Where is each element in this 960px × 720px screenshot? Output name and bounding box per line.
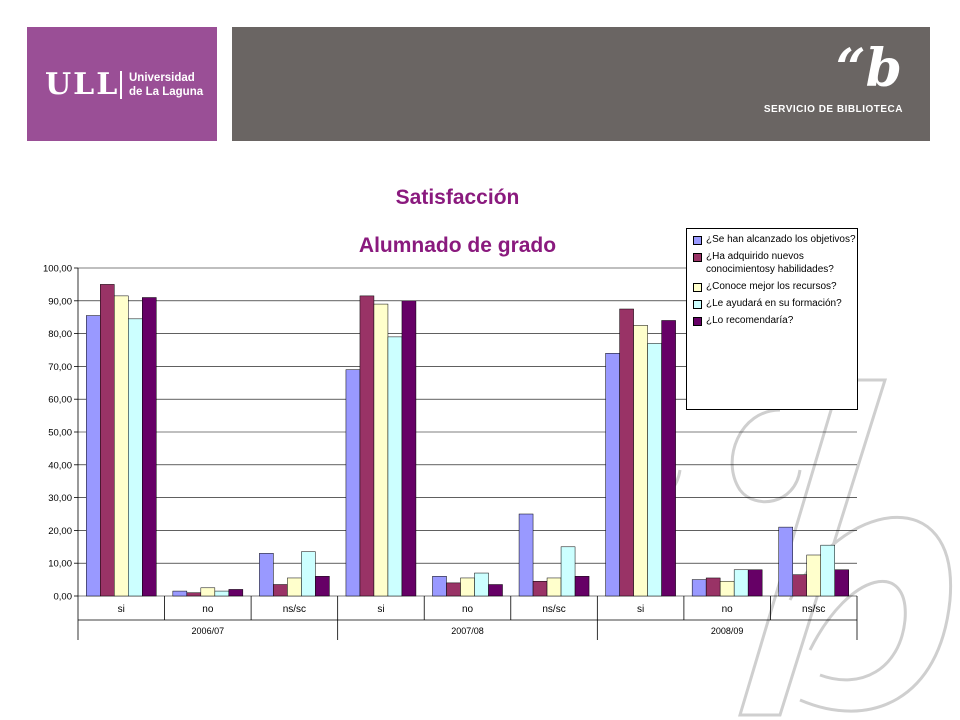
bar [460,577,475,597]
bar [661,320,676,597]
legend-swatch [693,300,702,309]
library-name: SERVICIO DE BIBLIOTECA [763,104,903,115]
y-tick-label: 50,00 [48,428,72,439]
bar [705,577,721,597]
bar [345,369,361,597]
bar [518,513,534,597]
bar [560,546,576,597]
legend-label: ¿Lo recomendaría? [706,315,794,326]
university-name: Universidad de La Laguna [129,71,203,99]
x-tick-label: no [462,604,474,615]
university-name-line2: de La Laguna [129,86,204,98]
bar [228,589,244,597]
y-tick-label: 10,00 [48,559,72,570]
bar [747,569,763,597]
legend-swatch [693,317,702,326]
bar [86,315,101,597]
bar [186,592,202,597]
bar [387,336,403,597]
chart-subtitle: Alumnado de grado [358,234,557,257]
legend-swatch [693,283,702,292]
bar [806,554,821,597]
y-tick-label: 0,00 [54,592,73,603]
x-tick-label: si [637,604,644,615]
legend-swatch [693,236,702,245]
x-tick-label: no [722,604,734,615]
bar [619,308,634,597]
logo-separator [120,71,122,99]
bar [633,325,648,597]
y-tick-label: 30,00 [48,493,72,504]
bar [301,551,316,597]
group-label: 2008/09 [711,626,744,636]
bar [432,576,447,597]
university-name-line1: Universidad [129,72,195,84]
x-tick-label: ns/sc [542,604,565,615]
bar [792,574,807,597]
legend-label: ¿Ha adquirido nuevos conocimientosy habi… [706,251,834,275]
bar [200,587,216,597]
bar [574,576,590,597]
bar [474,572,489,597]
bar [446,582,461,597]
bar [532,580,548,597]
x-tick-label: si [118,604,125,615]
bar [100,284,115,597]
y-tick-label: 60,00 [48,395,72,406]
legend-label: ¿Le ayudará en su formación? [706,298,842,309]
bar [691,579,707,597]
chart-title: Satisfacción [395,186,520,209]
x-tick-label: si [377,604,384,615]
legend-label: ¿Conoce mejor los recursos? [706,281,837,292]
library-logo-mark: “b [835,38,902,99]
bar [287,577,302,597]
y-tick-label: 100,00 [43,264,72,275]
legend-swatch [693,253,702,262]
group-label: 2006/07 [192,626,225,636]
bar [401,300,417,597]
legend-item: ¿Se han alcanzado los objetivos? [693,233,857,246]
bar [142,297,157,597]
bar [172,590,188,597]
legend-item: ¿Conoce mejor los recursos? [693,280,857,293]
bar [834,569,849,597]
bar [778,526,793,597]
bar [719,580,735,597]
group-label: 2007/08 [451,626,484,636]
bar [647,343,662,597]
bar [733,569,749,597]
legend-label: ¿Se han alcanzado los objetivos? [706,234,856,245]
ull-logo-mark: ULL [45,67,120,102]
bar [605,353,620,597]
university-logo-band: ULL Universidad de La Laguna [27,27,217,141]
bar [373,303,389,597]
bar [359,295,375,597]
y-tick-label: 40,00 [48,460,72,471]
bar [273,584,288,597]
bar [214,590,230,597]
legend-item: ¿Le ayudará en su formación? [693,297,857,310]
bar [546,577,562,597]
library-logo-band: “b SERVICIO DE BIBLIOTECA [232,27,930,141]
x-tick-label: ns/sc [802,604,825,615]
bar [259,553,274,597]
bar [114,295,129,597]
legend-item: ¿Ha adquirido nuevos conocimientosy habi… [693,250,857,276]
chart-legend: ¿Se han alcanzado los objetivos? ¿Ha adqu… [686,228,858,410]
x-tick-label: ns/sc [283,604,306,615]
bar [315,576,330,597]
y-tick-label: 80,00 [48,329,72,340]
legend-item: ¿Lo recomendaría? [693,314,857,327]
y-tick-label: 90,00 [48,296,72,307]
x-tick-label: no [202,604,214,615]
bar [488,584,503,597]
bar [128,318,143,597]
bar [820,544,835,597]
y-tick-label: 70,00 [48,362,72,373]
y-tick-label: 20,00 [48,526,72,537]
